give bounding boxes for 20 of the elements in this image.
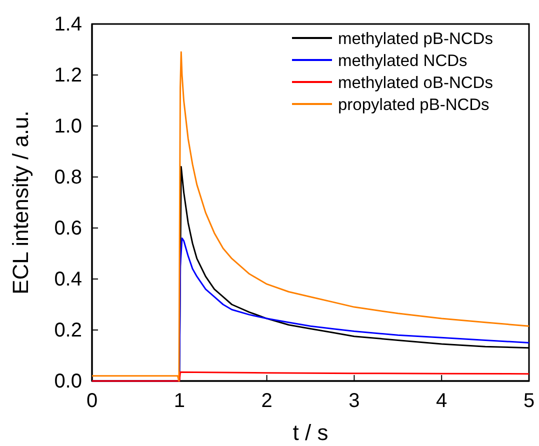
x-tick-label: 4 — [436, 390, 448, 412]
y-tick-label: 0.4 — [54, 268, 82, 290]
x-tick-label: 5 — [523, 390, 535, 412]
legend-label: methylated NCDs — [338, 52, 468, 70]
x-tick-label: 2 — [261, 390, 272, 412]
x-tick-label: 0 — [86, 390, 98, 412]
y-tick-label: 0.8 — [54, 166, 82, 188]
x-tick-label: 3 — [348, 390, 360, 412]
y-tick-label: 1.2 — [54, 64, 82, 86]
y-tick-label: 0.0 — [54, 370, 82, 392]
x-tick-label: 1 — [174, 390, 185, 412]
legend-label: methylated oB-NCDs — [338, 74, 493, 92]
legend-label: methylated pB-NCDs — [338, 30, 493, 48]
y-tick-label: 1.0 — [54, 115, 82, 138]
x-axis-title: t / s — [292, 420, 328, 445]
y-axis-title: ECL intensity / a.u. — [8, 110, 33, 294]
legend-label: propylated pB-NCDs — [338, 96, 490, 114]
y-tick-label: 0.6 — [54, 217, 82, 240]
y-tick-label: 1.4 — [54, 13, 82, 36]
y-tick-label: 0.2 — [54, 319, 82, 342]
